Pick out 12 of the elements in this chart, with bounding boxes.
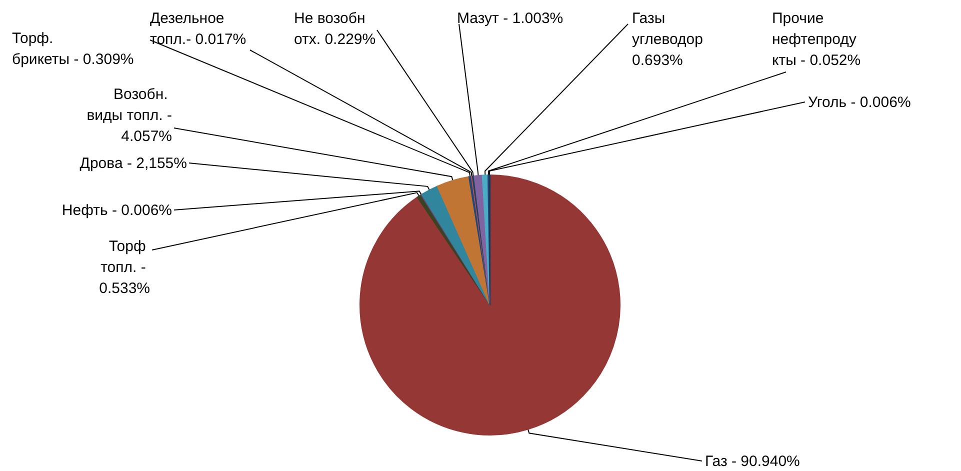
slice-label: Уголь - 0.006% [808,94,911,111]
slice-label: Торф. брикеты - 0.309% [12,30,134,68]
slice-label: Прочие нефтепродукты - 0.052% [772,10,861,69]
slice-label: Газ - 90.940% [705,453,800,470]
slice-label: Не возобн отх. 0.229% [294,10,376,48]
slice-label: Газы углеводор 0.693% [632,10,708,69]
slice-label: Дрова - 2,155% [80,155,187,172]
slice-label: Дезельное топл.- 0.017% [150,10,246,48]
slice-label: Торф топл. - 0.533% [99,238,150,297]
slice-label: Мазут - 1.003% [457,10,564,27]
slice-label: Нефть - 0.006% [62,202,172,219]
slice-label: Возобн. виды топл. - 4.057% [86,86,172,145]
